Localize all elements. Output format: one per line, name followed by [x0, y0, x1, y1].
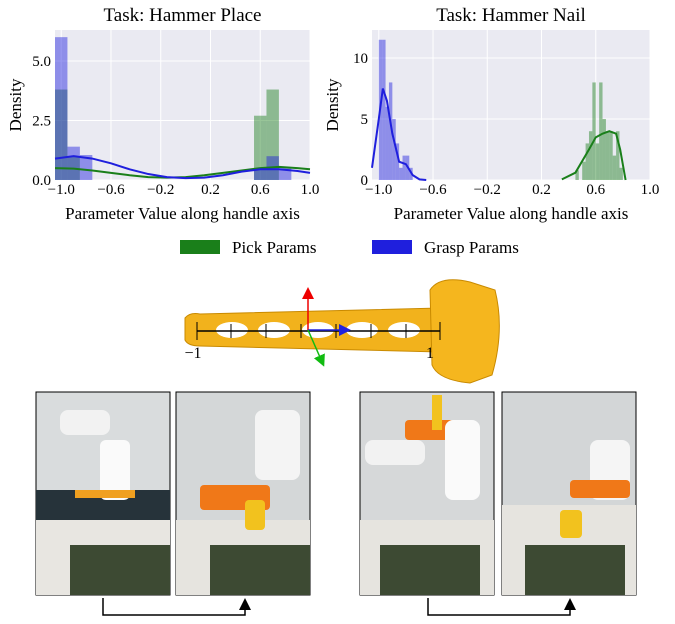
histogram-bar — [613, 156, 616, 180]
x-tick-label: 0.2 — [201, 182, 220, 198]
legend: Pick Params Grasp Params — [180, 238, 519, 257]
x-axis-label: Parameter Value along handle axis — [394, 204, 629, 223]
x-tick-label: −0.2 — [147, 182, 174, 198]
handle-hole — [216, 322, 248, 338]
charts: −1.0 −0.6 −0.2 0.2 0.6 1.0 0.0 2.5 5.0 Task: Hamm… — [6, 5, 659, 223]
histogram-bar — [606, 131, 609, 180]
y-axis-label: Density — [6, 78, 25, 131]
y-tick-label: 0 — [361, 173, 369, 189]
axis-label: 1 — [426, 345, 434, 362]
histogram-bar — [403, 156, 406, 180]
x-tick-label: −0.2 — [474, 182, 501, 198]
photo — [360, 392, 494, 595]
y-tick-label: 0.0 — [32, 173, 51, 189]
figure: −1.0 −0.6 −0.2 0.2 0.6 1.0 0.0 2.5 5.0 Task: Hamm… — [0, 0, 675, 619]
chart-title: Task: Hammer Nail — [436, 5, 586, 26]
chart-title: Task: Hammer Place — [103, 5, 261, 26]
histogram-bar — [609, 131, 612, 180]
histogram-bar — [67, 147, 79, 180]
x-axis-label: Parameter Value along handle axis — [65, 204, 300, 223]
x-tick-label: −1.0 — [365, 182, 392, 198]
histogram-bar — [619, 168, 622, 180]
y-axis-label: Density — [323, 78, 342, 131]
sequence-arrow — [428, 598, 570, 615]
histogram-bar — [599, 82, 602, 180]
photo — [502, 392, 636, 595]
hammer-diagram: −1 1 — [184, 280, 499, 383]
histogram-bar — [589, 131, 592, 180]
axis-label: −1 — [184, 345, 201, 362]
x-tick-label: 1.0 — [641, 182, 660, 198]
legend-swatch — [372, 240, 412, 254]
x-tick-label: −0.6 — [419, 182, 447, 198]
histogram-bar — [382, 40, 385, 180]
y-tick-label: 5 — [361, 112, 369, 128]
photo — [36, 392, 170, 595]
photos — [36, 392, 636, 595]
histogram-bar — [592, 82, 595, 180]
y-tick-label: 10 — [353, 51, 368, 67]
x-tick-label: 0.6 — [586, 182, 605, 198]
y-tick-label: 2.5 — [32, 113, 51, 129]
sequence-arrow — [103, 598, 245, 615]
y-tick-label: 5.0 — [32, 54, 51, 70]
x-tick-label: 1.0 — [301, 182, 320, 198]
x-tick-label: 0.2 — [532, 182, 551, 198]
histogram-bar — [386, 107, 389, 180]
histogram-bar — [582, 162, 585, 180]
x-tick-label: −0.6 — [97, 182, 125, 198]
legend-label: Pick Params — [232, 238, 317, 257]
histogram-bar — [399, 168, 402, 180]
histogram-bar — [596, 143, 599, 180]
photo — [176, 392, 310, 595]
x-tick-label: −1.0 — [48, 182, 75, 198]
histogram-bar — [603, 119, 606, 180]
handle-hole — [346, 322, 378, 338]
x-tick-label: 0.6 — [251, 182, 270, 198]
legend-label: Grasp Params — [424, 238, 519, 257]
handle-hole — [388, 322, 420, 338]
handle-hole — [258, 322, 290, 338]
legend-swatch — [180, 240, 220, 254]
